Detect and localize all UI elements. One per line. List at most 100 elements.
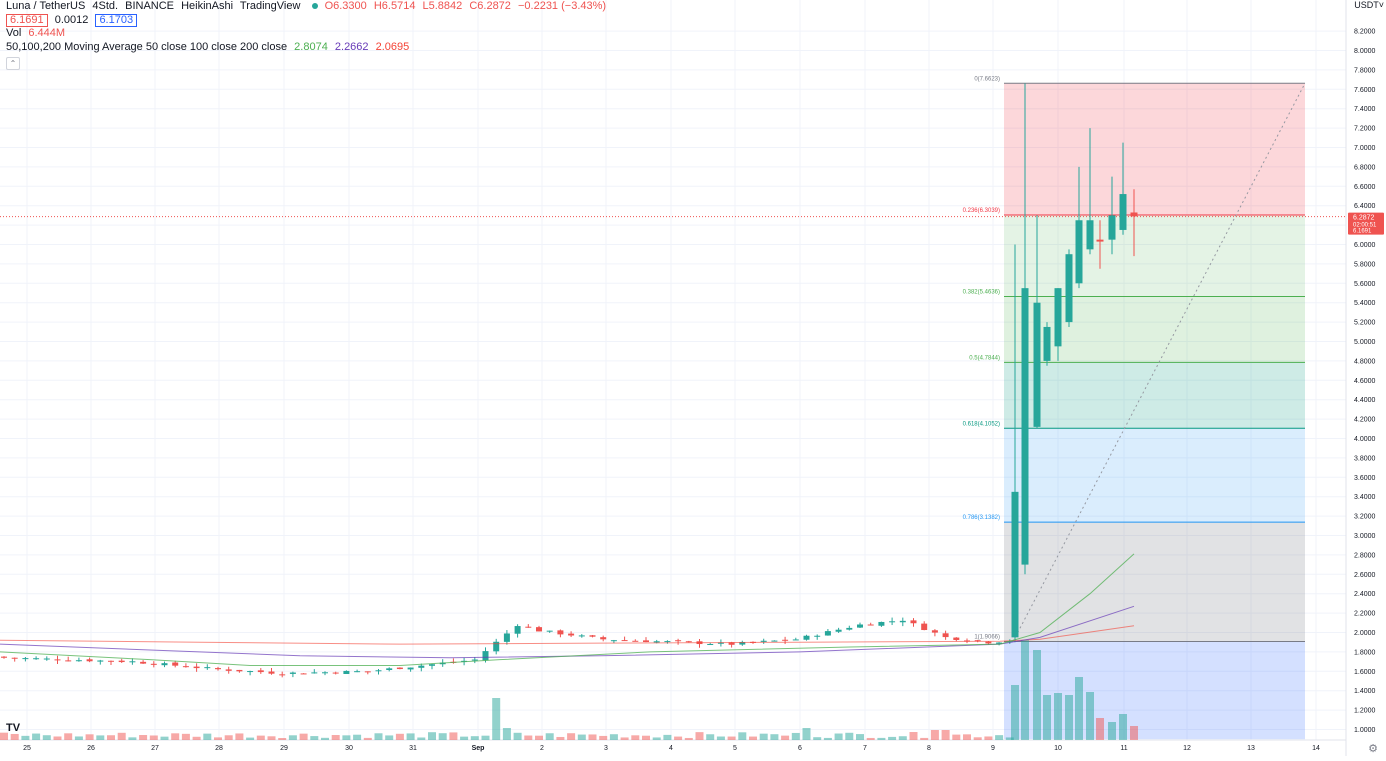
time-tick-label: 14 xyxy=(1312,745,1320,752)
volume-bar xyxy=(1054,693,1062,740)
volume-bar xyxy=(631,735,640,740)
candle xyxy=(471,659,478,661)
price-tick-label: 4.0000 xyxy=(1354,436,1376,443)
candle xyxy=(1096,239,1104,242)
time-tick-label: 4 xyxy=(669,745,673,752)
candle xyxy=(942,633,949,638)
buy-price-button[interactable]: 6.1703 xyxy=(95,13,138,27)
ma100-line xyxy=(0,605,1135,659)
volume-bar xyxy=(834,733,843,740)
volume-bar xyxy=(139,735,148,740)
volume-bar xyxy=(363,737,372,740)
candle xyxy=(1130,212,1138,217)
candle xyxy=(268,671,275,674)
volume-bar xyxy=(920,737,929,740)
fib-level-label: 0.618(4.1052) xyxy=(963,421,1000,427)
volume-bar xyxy=(727,736,736,740)
volume-bar xyxy=(866,737,875,740)
price-tick-label: 3.4000 xyxy=(1354,494,1376,501)
chart-legend: Luna / TetherUS 4Std. BINANCE HeikinAshi… xyxy=(6,0,610,70)
volume-bar xyxy=(695,732,704,740)
candle xyxy=(396,667,403,670)
price-tick-label: 5.8000 xyxy=(1354,261,1376,268)
price-tick-label: 7.4000 xyxy=(1354,106,1376,113)
ma100-value: 2.2662 xyxy=(334,40,369,53)
volume-bar xyxy=(706,734,715,740)
price-tick-label: 4.6000 xyxy=(1354,378,1376,385)
interval[interactable]: 4Std. xyxy=(92,0,119,12)
volume-bar xyxy=(321,737,329,740)
time-tick-label: 27 xyxy=(151,745,159,752)
volume-bar xyxy=(577,734,586,740)
currency-selector[interactable]: USDT˅ xyxy=(1354,0,1384,10)
ohlc-high: H6.5714 xyxy=(373,0,416,12)
price-tick-label: 5.0000 xyxy=(1354,339,1376,346)
candle xyxy=(43,658,50,660)
candle xyxy=(792,639,799,641)
price-tick-label: 8.0000 xyxy=(1354,48,1376,55)
candle xyxy=(739,641,746,645)
volume-bar xyxy=(770,734,779,740)
volume-label: Vol xyxy=(6,27,22,39)
candle xyxy=(610,640,617,642)
ohlc-low: L5.8842 xyxy=(422,0,463,12)
candle xyxy=(985,641,992,644)
volume-bar xyxy=(256,735,265,740)
volume-bar xyxy=(535,735,543,740)
price-tick-label: 1.2000 xyxy=(1354,708,1376,715)
volume-bar xyxy=(963,734,971,740)
price-tick-label: 5.6000 xyxy=(1354,281,1376,288)
volume-bar xyxy=(524,735,533,740)
time-tick-label: 29 xyxy=(280,745,288,752)
sell-price-button[interactable]: 6.1691 xyxy=(6,13,48,27)
candle xyxy=(97,660,104,662)
volume-bar xyxy=(609,734,618,740)
fib-level-label: 0(7.6623) xyxy=(974,76,1000,82)
volume-bar xyxy=(674,736,683,740)
candle xyxy=(503,633,510,642)
fib-level-label: 0.5(4.7844) xyxy=(969,355,1000,361)
price-tick-label: 8.2000 xyxy=(1354,29,1376,36)
volume-bar xyxy=(417,737,426,740)
time-tick-label: 9 xyxy=(991,745,995,752)
candle xyxy=(1086,220,1094,250)
tradingview-logo-icon[interactable]: TV xyxy=(6,722,21,734)
volume-bar xyxy=(353,734,362,740)
volume-bar xyxy=(1065,695,1073,740)
candle xyxy=(728,642,735,645)
fib-level-label: 0.382(5.4636) xyxy=(963,290,1000,296)
time-tick-label: 5 xyxy=(733,745,737,752)
candle xyxy=(65,660,72,662)
candle xyxy=(311,672,318,674)
candle xyxy=(824,631,831,636)
exchange: BINANCE xyxy=(125,0,175,12)
candle xyxy=(482,651,489,661)
candle xyxy=(707,644,714,646)
volume-bar xyxy=(64,733,73,740)
candle xyxy=(632,640,639,642)
fib-level-label: 1(1.9066) xyxy=(974,635,1000,641)
time-tick-label: 6 xyxy=(798,745,802,752)
symbol-name[interactable]: Luna / TetherUS xyxy=(6,0,86,12)
legend-volume[interactable]: Vol 6.444M xyxy=(6,27,610,40)
gear-icon[interactable]: ⚙ xyxy=(1368,743,1378,755)
bid-price-label: 6.1691 xyxy=(1353,229,1372,235)
volume-bar xyxy=(802,728,811,740)
ma200-line xyxy=(0,625,1135,645)
time-tick-label: 2 xyxy=(540,745,544,752)
volume-bar xyxy=(149,735,158,740)
candle xyxy=(11,657,18,659)
candle xyxy=(236,669,243,672)
candle xyxy=(578,635,585,637)
price-tick-label: 4.4000 xyxy=(1354,397,1376,404)
fib-zone xyxy=(1004,83,1305,216)
price-tick-label: 2.2000 xyxy=(1354,611,1376,618)
legend-moving-average[interactable]: 50,100,200 Moving Average 50 close 100 c… xyxy=(6,41,610,54)
time-tick-label: 10 xyxy=(1054,745,1062,752)
volume-bar xyxy=(460,736,469,740)
collapse-legend-icon[interactable]: ⌃ xyxy=(6,57,20,70)
candle xyxy=(1,656,7,658)
fib-zone xyxy=(1004,522,1305,642)
